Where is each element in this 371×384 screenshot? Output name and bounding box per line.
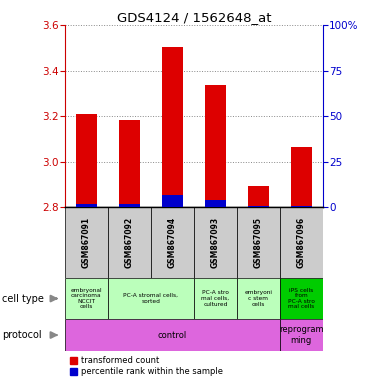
Text: GSM867091: GSM867091 [82,217,91,268]
Bar [119,204,140,207]
Text: GSM867096: GSM867096 [297,217,306,268]
Text: GSM867093: GSM867093 [211,217,220,268]
Bar [76,114,97,207]
Bar [162,46,183,207]
Bar [76,204,97,207]
Text: PC-A stromal cells,
sorted: PC-A stromal cells, sorted [124,293,178,304]
Bar [65,207,108,278]
Bar [247,205,269,207]
Title: GDS4124 / 1562648_at: GDS4124 / 1562648_at [116,11,271,24]
Bar [247,186,269,207]
Bar [237,207,280,278]
Text: protocol: protocol [2,330,42,340]
Bar [162,195,183,207]
Bar [194,278,237,319]
Bar [65,278,108,319]
Text: control: control [158,331,187,339]
Bar [108,278,194,319]
Bar [151,207,194,278]
Text: PC-A stro
mal cells,
cultured: PC-A stro mal cells, cultured [201,290,229,307]
Bar [204,200,226,207]
Text: GSM867095: GSM867095 [254,217,263,268]
Bar [108,207,151,278]
Text: reprogram
ming: reprogram ming [279,325,324,345]
Bar [204,85,226,207]
Text: GSM867094: GSM867094 [168,217,177,268]
Bar [237,278,280,319]
Bar [280,207,323,278]
Legend: transformed count, percentile rank within the sample: transformed count, percentile rank withi… [69,356,224,377]
Bar [65,319,280,351]
Bar [280,278,323,319]
Text: cell type: cell type [2,293,44,304]
Bar [280,319,323,351]
Text: iPS cells
from
PC-A stro
mal cells: iPS cells from PC-A stro mal cells [288,288,315,310]
Bar [290,205,312,207]
Bar [119,119,140,207]
Text: embryoni
c stem
cells: embryoni c stem cells [244,290,272,307]
Text: GSM867092: GSM867092 [125,217,134,268]
Bar [290,147,312,207]
Text: embryonal
carcinoma
NCCIT
cells: embryonal carcinoma NCCIT cells [70,288,102,310]
Bar [194,207,237,278]
